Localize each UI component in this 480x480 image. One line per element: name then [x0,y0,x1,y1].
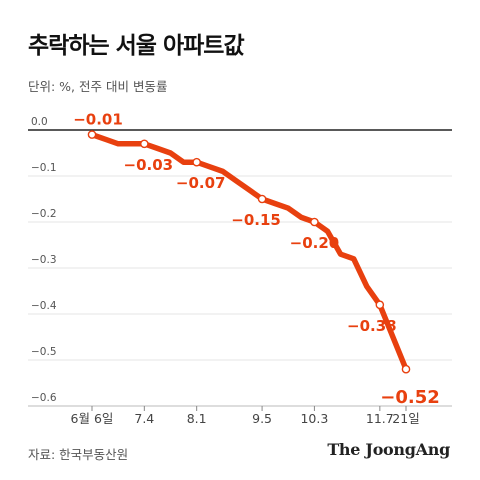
publisher-logo: The JoongAng [327,440,450,459]
chart-subtitle: 단위: %, 전주 대비 변동률 [28,79,168,94]
data-label: −0.07 [176,174,226,192]
y-tick-label: −0.4 [31,300,57,312]
data-label: −0.03 [124,156,174,174]
data-point [87,130,97,139]
x-tick-label: 11.7 [366,411,394,426]
x-tick-label: 6월 6일 [71,411,114,426]
data-label: −0.15 [231,211,281,229]
data-point [310,217,319,227]
x-tick-label: 21일 [392,411,419,426]
y-tick-label: −0.2 [31,208,57,220]
x-tick-label: 7.4 [134,411,154,426]
x-tick-label: 8.1 [187,411,207,426]
x-tick-label: 9.5 [252,411,272,426]
data-label: −0.01 [73,111,123,129]
data-point [140,139,149,149]
y-tick-label: −0.3 [31,254,57,266]
y-tick-label: 0.0 [31,116,48,128]
data-point [192,157,201,167]
y-tick-label: −0.5 [31,346,57,358]
y-tick-label: −0.1 [31,162,57,174]
y-tick-label: −0.6 [31,392,57,404]
data-point [375,300,385,310]
data-label: −0.20 [290,234,340,252]
data-label: −0.52 [380,387,440,408]
x-tick-label: 10.3 [300,411,328,426]
chart-title: 추락하는 서울 아파트값 [28,33,245,59]
data-point [401,364,411,374]
data-point [257,194,267,204]
data-label: −0.38 [347,317,397,335]
source-note: 자료: 한국부동산원 [28,447,129,462]
